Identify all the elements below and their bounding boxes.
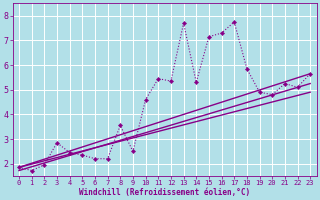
X-axis label: Windchill (Refroidissement éolien,°C): Windchill (Refroidissement éolien,°C) — [79, 188, 250, 197]
